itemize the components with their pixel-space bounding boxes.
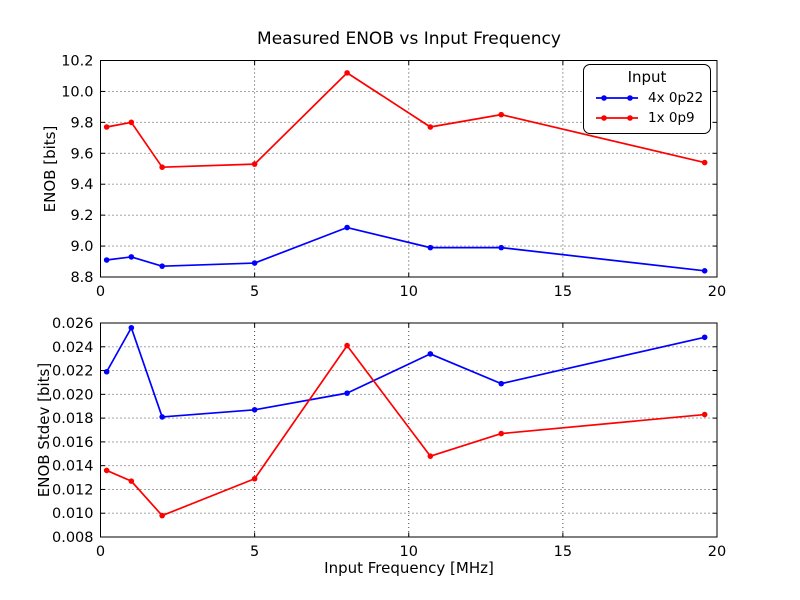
- y-tick-label: 8.8: [70, 270, 93, 286]
- y-tick-label: 0.018: [52, 411, 94, 427]
- x-axis-label: Input Frequency [MHz]: [324, 559, 494, 577]
- data-point-1x-0p9: [498, 430, 505, 437]
- series-line-4x-0p22: [106, 226, 705, 272]
- y-tick-label: 9.2: [70, 208, 93, 224]
- data-point-4x-0p22: [128, 254, 135, 260]
- legend-entry-label: 4x 0p22: [648, 90, 704, 106]
- legend-entry: 1x 0p9: [584, 108, 710, 128]
- data-point-4x-0p22: [427, 244, 434, 251]
- y-tick-label: 9.4: [70, 177, 93, 193]
- legend-line-marker-icon: [596, 95, 638, 101]
- data-point-1x-0p9: [344, 342, 350, 349]
- data-point-4x-0p22: [159, 263, 165, 269]
- y-tick-label: 9.8: [70, 115, 93, 131]
- legend-title: Input: [627, 68, 667, 86]
- y-tick-label: 0.020: [52, 387, 94, 403]
- data-point-1x-0p9: [427, 124, 434, 130]
- x-tick-label: 0: [96, 544, 105, 560]
- legend-entries: 4x 0p22 1x 0p9: [584, 88, 710, 128]
- data-point-1x-0p9: [103, 467, 110, 474]
- data-point-1x-0p9: [159, 164, 165, 171]
- y-tick-label: 10.2: [61, 54, 93, 70]
- x-tick-label: 15: [554, 284, 572, 300]
- data-point-4x-0p22: [344, 224, 350, 231]
- legend-entry-label: 1x 0p9: [648, 110, 695, 126]
- x-tick-label: 10: [400, 544, 418, 560]
- y-tick-label: 9.6: [70, 146, 93, 162]
- y-tick-label: 10.0: [61, 84, 93, 100]
- x-tick-label: 0: [96, 284, 105, 300]
- data-point-4x-0p22: [128, 324, 135, 331]
- data-point-4x-0p22: [701, 268, 708, 274]
- data-point-4x-0p22: [498, 244, 505, 251]
- data-point-4x-0p22: [498, 380, 505, 387]
- data-point-1x-0p9: [498, 111, 505, 118]
- x-tick-label: 20: [708, 284, 726, 300]
- x-tick-label: 5: [250, 284, 259, 300]
- data-point-4x-0p22: [159, 414, 165, 420]
- data-point-1x-0p9: [427, 453, 434, 459]
- legend-line-marker-icon: [596, 115, 638, 121]
- y-tick-label: 0.010: [52, 506, 94, 522]
- series-line-1x-0p9: [106, 72, 705, 169]
- y-tick-label: 0.026: [52, 316, 94, 332]
- x-tick-label: 20: [708, 544, 726, 560]
- data-point-1x-0p9: [251, 161, 258, 167]
- data-point-4x-0p22: [103, 368, 110, 375]
- data-point-4x-0p22: [701, 334, 708, 341]
- series-line-1x-0p9: [106, 344, 705, 517]
- y-tick-label: 0.014: [52, 459, 94, 475]
- data-point-1x-0p9: [159, 512, 165, 519]
- data-point-1x-0p9: [128, 119, 135, 126]
- chart-title: Measured ENOB vs Input Frequency: [257, 29, 561, 49]
- data-point-4x-0p22: [427, 351, 434, 357]
- data-point-1x-0p9: [344, 70, 350, 76]
- data-point-1x-0p9: [701, 159, 708, 166]
- y-tick-label: 0.012: [52, 482, 94, 498]
- data-point-4x-0p22: [251, 260, 258, 266]
- y-tick-label: 0.022: [52, 364, 94, 380]
- y-tick-label: 0.016: [52, 435, 94, 451]
- legend-entry: 4x 0p22: [584, 88, 710, 108]
- y-tick-label: 0.024: [52, 340, 94, 356]
- data-point-1x-0p9: [128, 478, 135, 484]
- data-point-1x-0p9: [103, 124, 110, 130]
- data-point-4x-0p22: [103, 257, 110, 263]
- data-point-4x-0p22: [251, 406, 258, 413]
- x-tick-label: 15: [554, 544, 572, 560]
- x-tick-label: 5: [250, 544, 259, 560]
- data-point-4x-0p22: [344, 390, 350, 396]
- y-tick-label: 0.008: [52, 530, 94, 546]
- data-point-1x-0p9: [251, 475, 258, 482]
- data-point-1x-0p9: [701, 411, 708, 418]
- series-line-4x-0p22: [105, 326, 705, 418]
- x-tick-label: 10: [400, 284, 418, 300]
- legend: Input 4x 0p22 1x 0p9: [583, 64, 711, 134]
- y-tick-label: 9.0: [70, 239, 93, 255]
